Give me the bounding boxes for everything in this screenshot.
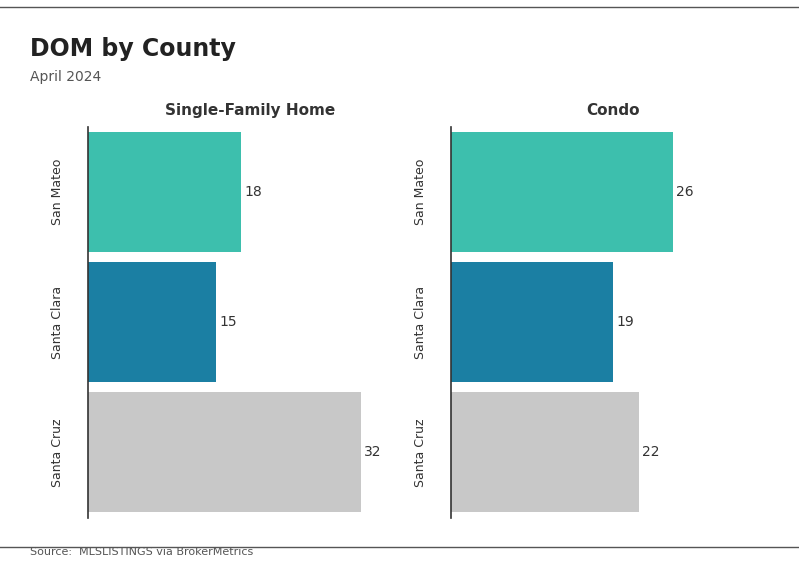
Text: 15: 15 [219, 315, 237, 329]
Bar [88, 132, 241, 252]
Title: Condo: Condo [586, 104, 640, 118]
Text: April 2024: April 2024 [30, 70, 101, 84]
Bar [451, 262, 613, 382]
Text: 19: 19 [616, 315, 634, 329]
Bar [88, 392, 361, 512]
Bar [451, 392, 638, 512]
Text: 32: 32 [364, 445, 382, 459]
Text: 22: 22 [642, 445, 659, 459]
Text: Source:  MLSLISTINGS via BrokerMetrics: Source: MLSLISTINGS via BrokerMetrics [30, 547, 253, 557]
Text: DOM by County: DOM by County [30, 37, 237, 62]
Text: 18: 18 [244, 185, 263, 199]
Title: Single-Family Home: Single-Family Home [165, 104, 335, 118]
Bar [88, 262, 216, 382]
Text: 26: 26 [676, 185, 694, 199]
Bar [451, 132, 673, 252]
